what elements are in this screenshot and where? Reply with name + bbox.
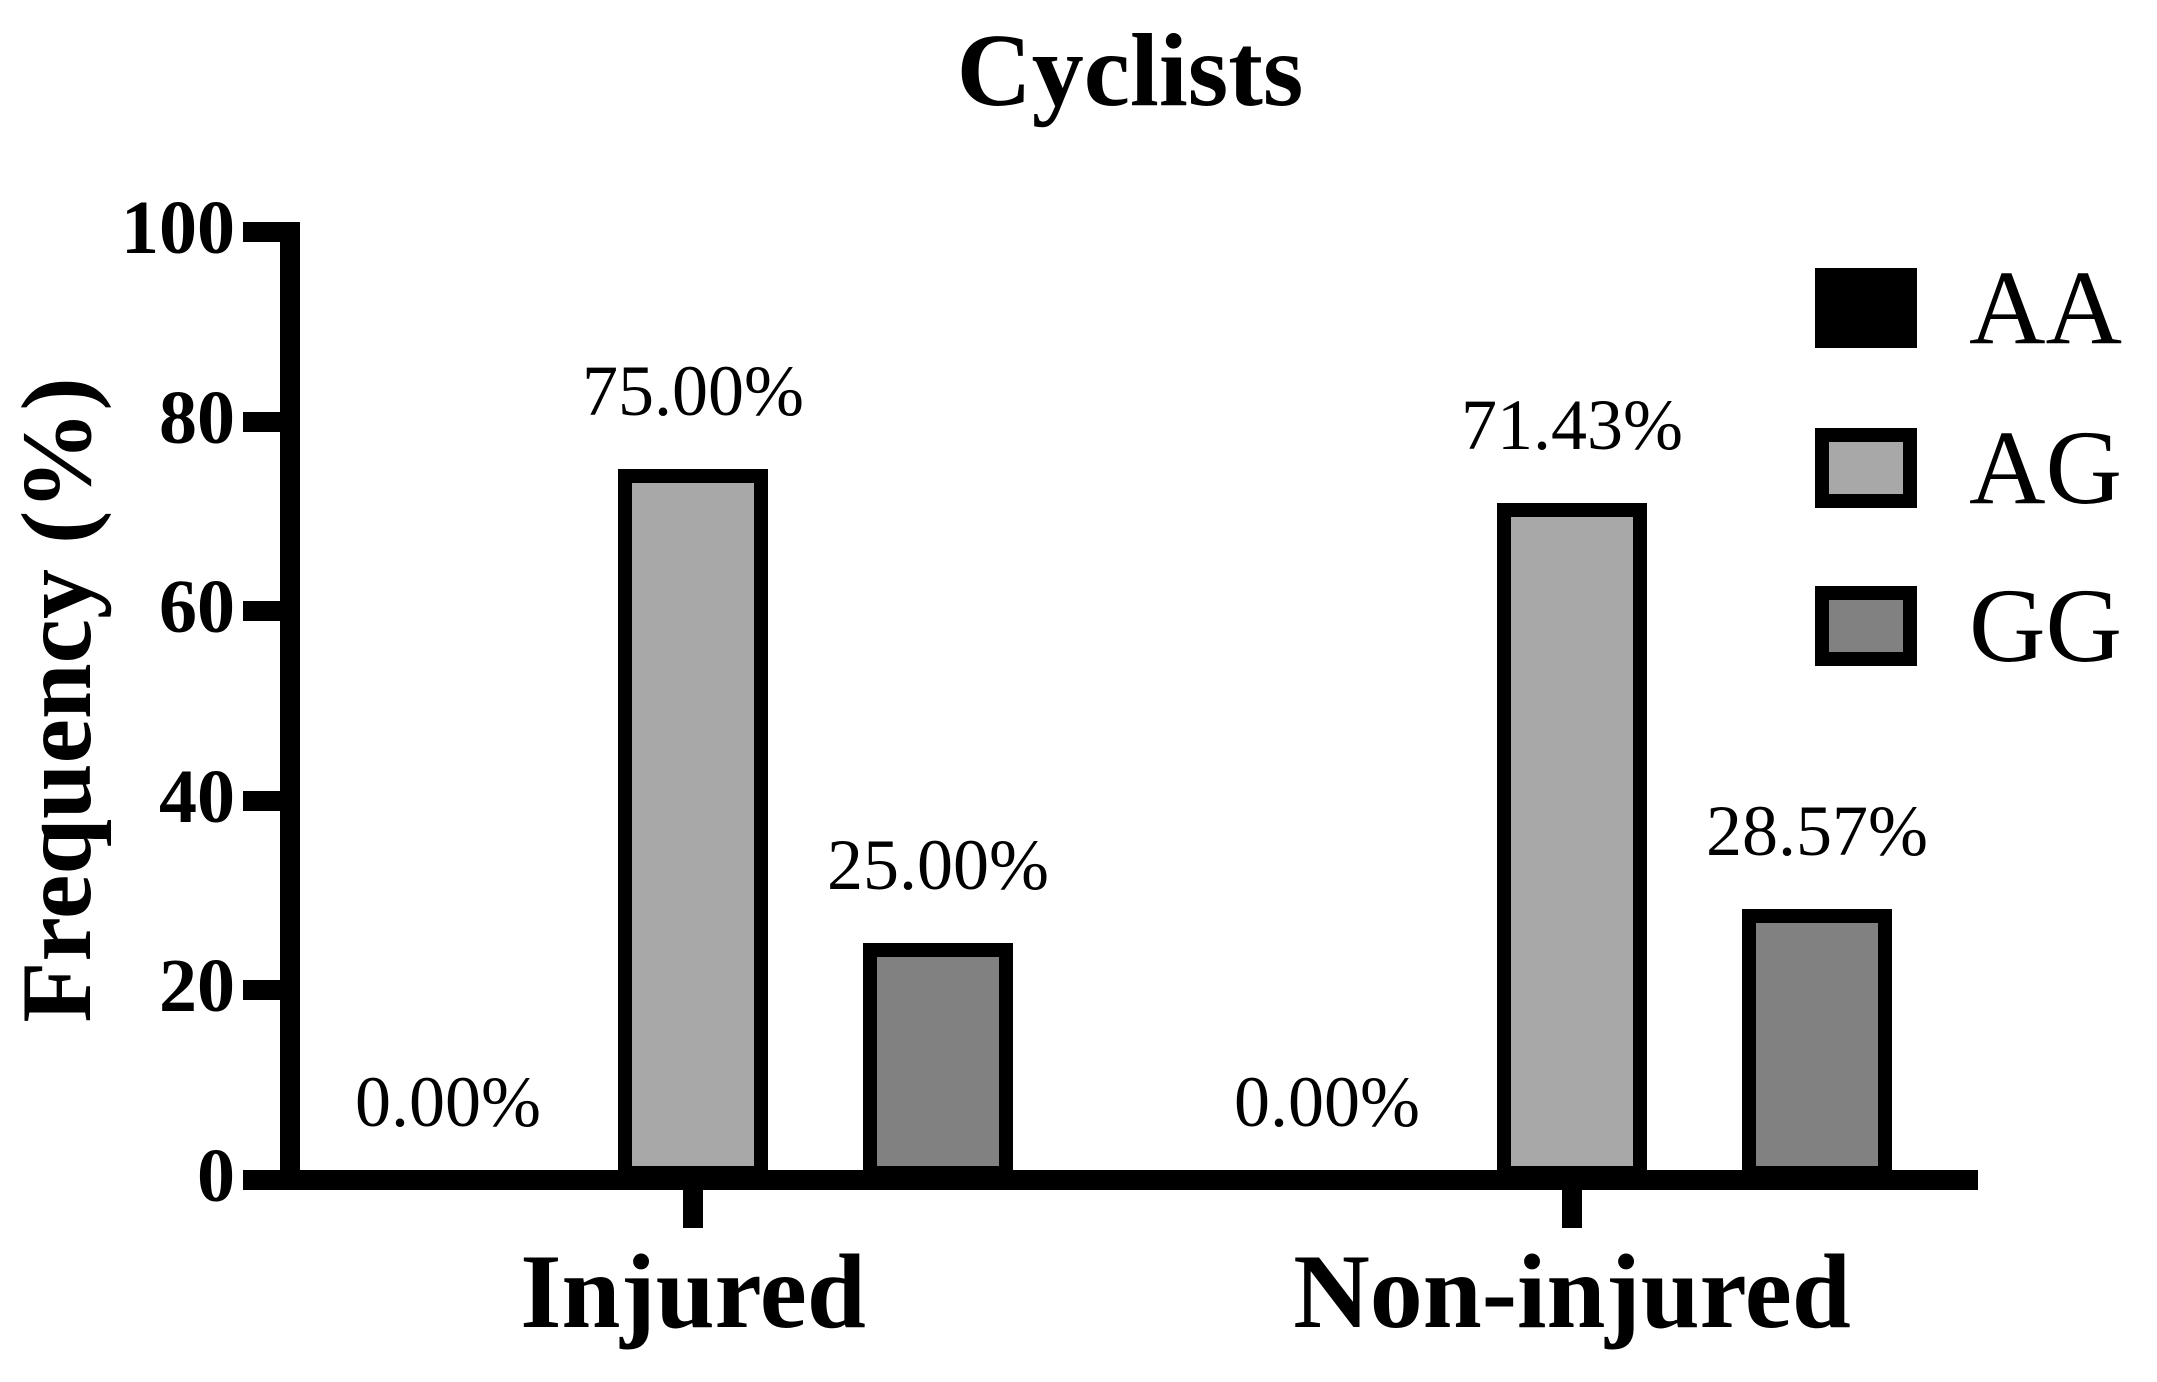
y-tick-label-40: 40 bbox=[159, 754, 235, 839]
legend-swatch-AA bbox=[1815, 268, 1917, 348]
x-tick-mark-Non-injured bbox=[1562, 1190, 1582, 1228]
chart-title: Cyclists bbox=[956, 13, 1304, 128]
value-label-Injured-AA: 0.00% bbox=[355, 1062, 541, 1142]
y-axis-title: Frequency (%) bbox=[1, 377, 112, 1023]
legend-item-GG: GG bbox=[1815, 573, 2122, 679]
legend-label-AG: AG bbox=[1969, 409, 2123, 526]
bar-Injured-AG bbox=[618, 469, 768, 1180]
y-tick-label-100: 100 bbox=[121, 186, 235, 270]
bar-Non-injured-AG bbox=[1497, 503, 1647, 1180]
x-tick-mark-Injured bbox=[683, 1190, 703, 1228]
x-axis-line bbox=[280, 1170, 1978, 1190]
value-label-Non-injured-AA: 0.00% bbox=[1234, 1062, 1420, 1142]
value-label-Injured-AG: 75.00% bbox=[582, 351, 804, 431]
legend-item-AA: AA bbox=[1815, 255, 2122, 361]
legend-swatch-GG bbox=[1815, 586, 1917, 666]
value-label-Non-injured-GG: 28.57% bbox=[1706, 791, 1928, 871]
value-label-Non-injured-AG: 71.43% bbox=[1461, 385, 1683, 465]
y-tick-mark-100 bbox=[243, 222, 280, 242]
y-axis-line bbox=[280, 222, 300, 1190]
legend-swatch-AG bbox=[1815, 428, 1917, 508]
legend-item-AG: AG bbox=[1815, 415, 2122, 521]
y-tick-mark-60 bbox=[243, 601, 280, 622]
y-tick-mark-80 bbox=[243, 411, 280, 432]
y-tick-mark-20 bbox=[243, 980, 280, 1001]
y-tick-label-0: 0 bbox=[197, 1134, 235, 1218]
y-tick-label-60: 60 bbox=[159, 565, 235, 650]
y-tick-label-20: 20 bbox=[159, 944, 235, 1029]
legend-label-AA: AA bbox=[1969, 249, 2123, 366]
y-tick-mark-40 bbox=[243, 790, 280, 811]
category-label-Injured: Injured bbox=[520, 1233, 866, 1350]
y-tick-mark-0 bbox=[243, 1170, 280, 1190]
y-tick-label-80: 80 bbox=[159, 375, 235, 460]
bar-Injured-GG bbox=[863, 943, 1013, 1180]
value-label-Injured-GG: 25.00% bbox=[827, 825, 1049, 905]
bar-Non-injured-GG bbox=[1742, 909, 1892, 1180]
category-label-Non-injured: Non-injured bbox=[1293, 1233, 1851, 1350]
legend-label-GG: GG bbox=[1969, 567, 2123, 684]
